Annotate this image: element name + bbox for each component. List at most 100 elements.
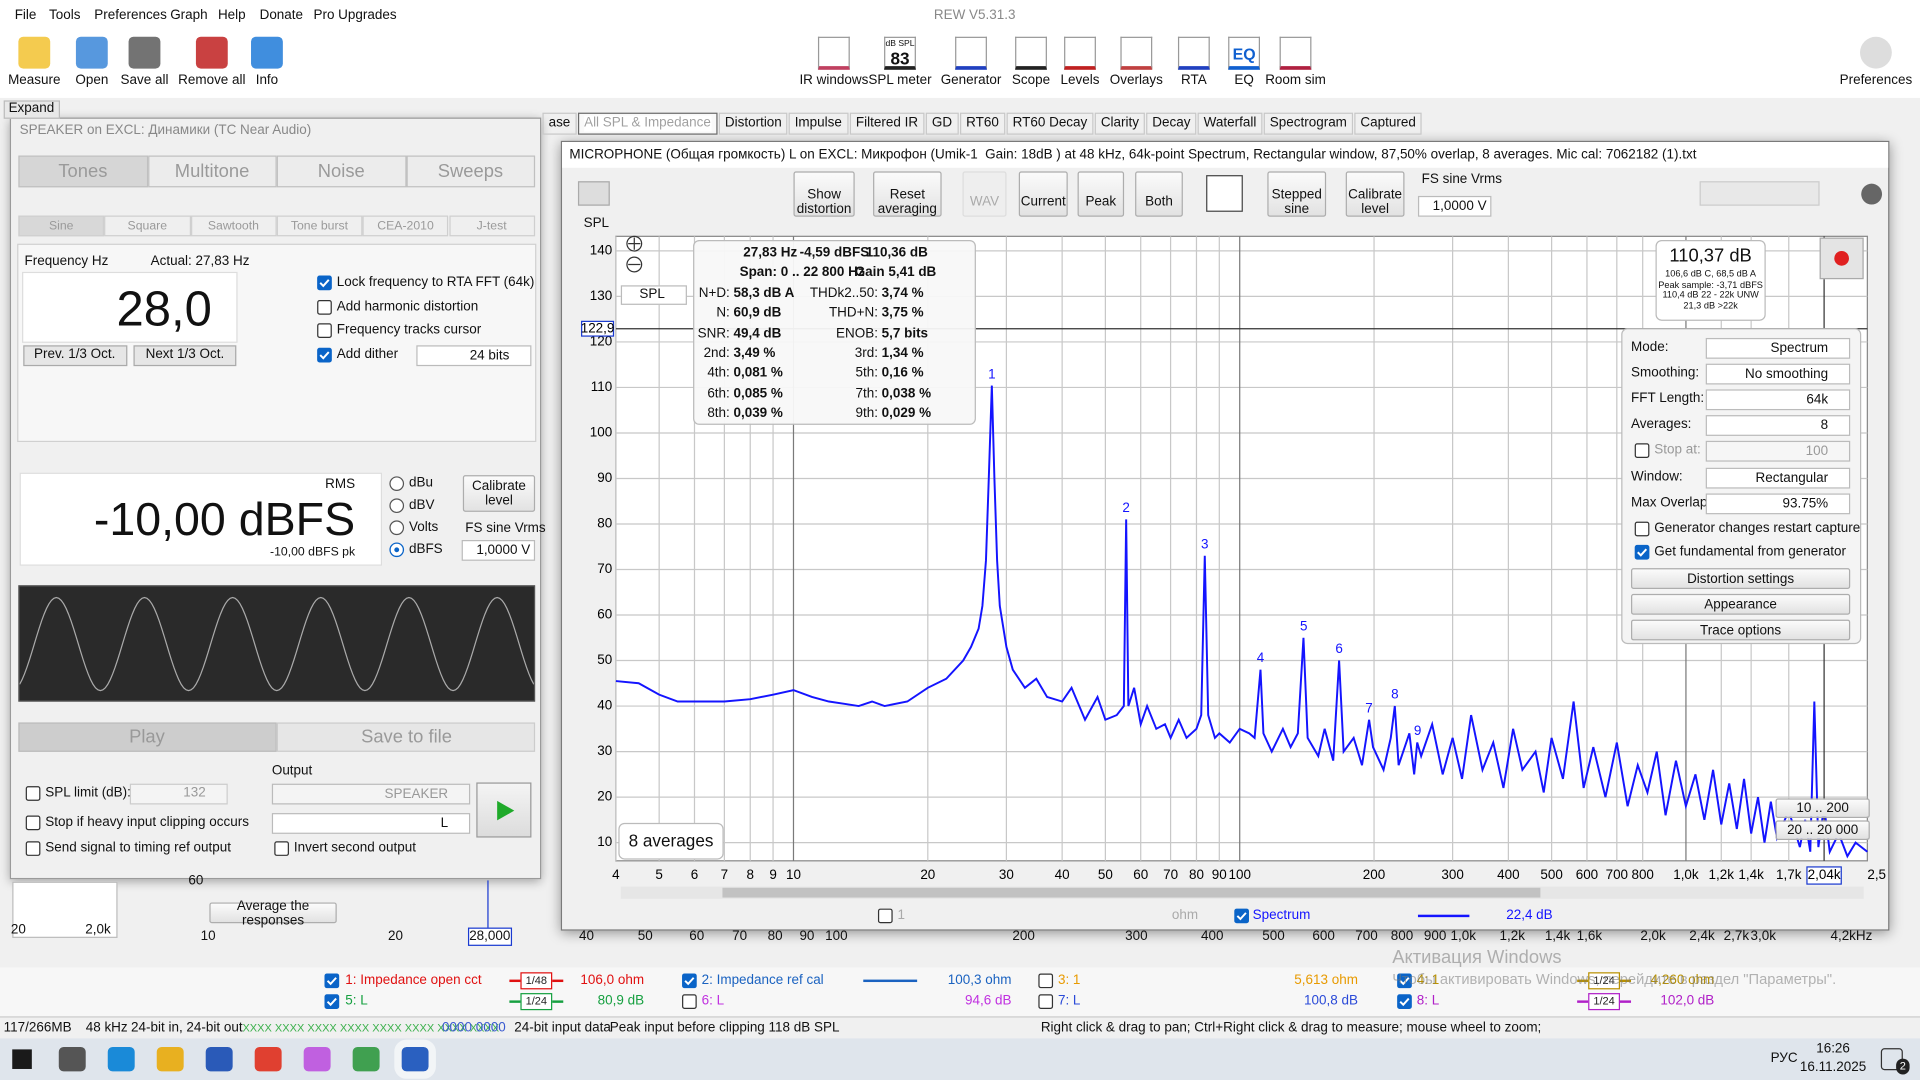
tab-frame[interactable] <box>788 112 849 135</box>
level-input[interactable] <box>19 472 383 566</box>
tab-frame[interactable] <box>577 112 718 135</box>
toolbar-icon[interactable] <box>1120 36 1153 70</box>
checkbox[interactable] <box>682 994 697 1009</box>
graph-tab[interactable]: Spectrogram <box>1269 115 1347 131</box>
toolbar-icon[interactable] <box>1015 36 1047 70</box>
checkbox[interactable] <box>1397 994 1412 1009</box>
setting-select[interactable] <box>1705 467 1851 489</box>
checkbox[interactable] <box>25 841 41 856</box>
gear-button[interactable] <box>1861 183 1883 205</box>
graph-tab[interactable]: Distortion <box>724 115 782 131</box>
fs-input[interactable] <box>1417 195 1492 217</box>
checkbox[interactable] <box>1038 994 1054 1009</box>
toolbar-icon[interactable] <box>18 36 51 69</box>
setting-select[interactable] <box>1705 337 1851 359</box>
graph-tab[interactable]: Waterfall <box>1203 115 1257 131</box>
taskbar-app[interactable] <box>303 1046 331 1072</box>
checkbox[interactable] <box>1397 973 1412 989</box>
graph-tab[interactable]: Clarity <box>1100 115 1139 131</box>
checkbox[interactable] <box>274 841 289 856</box>
tab-frame[interactable] <box>718 112 788 135</box>
gen-subtab[interactable] <box>276 215 363 237</box>
graph-tab[interactable]: ase <box>548 115 571 131</box>
taskbar-app[interactable] <box>58 1046 86 1072</box>
taskbar-app[interactable] <box>107 1046 135 1072</box>
tab-frame[interactable] <box>1146 112 1197 135</box>
menu-item[interactable]: Graph <box>170 7 208 23</box>
gen-subtab[interactable] <box>18 215 105 237</box>
gen-subtab[interactable] <box>362 215 449 237</box>
toolbar-icon[interactable] <box>1279 36 1312 70</box>
play-button[interactable] <box>476 782 532 838</box>
tab-frame[interactable] <box>542 112 577 135</box>
tab-frame[interactable] <box>1006 112 1094 135</box>
checkbox[interactable] <box>317 275 332 291</box>
menu-item[interactable]: Preferences <box>94 7 167 23</box>
button[interactable] <box>133 345 237 367</box>
toolbar-icon[interactable] <box>1860 36 1892 69</box>
gen-subtab[interactable] <box>104 215 191 237</box>
checkbox[interactable] <box>317 323 332 338</box>
settings-button[interactable]: Appearance <box>1631 593 1851 615</box>
gen-tab[interactable] <box>276 155 406 188</box>
gen-tab[interactable] <box>18 155 148 188</box>
toolbar-icon[interactable] <box>128 36 161 69</box>
range-button[interactable]: 20 .. 20 000 <box>1775 820 1870 841</box>
toolbar-icon[interactable] <box>251 36 283 69</box>
toolbar-icon[interactable] <box>1177 36 1210 70</box>
graph-tab[interactable]: Decay <box>1152 115 1191 131</box>
view-buttons[interactable] <box>1699 181 1820 206</box>
rta-button[interactable]: Reset averaging <box>873 171 942 217</box>
tab-frame[interactable] <box>925 112 959 135</box>
graph-tab[interactable]: Filtered IR <box>855 115 919 131</box>
toolbar-icon[interactable] <box>884 36 916 70</box>
taskbar-app[interactable] <box>205 1046 233 1072</box>
graph-tab[interactable]: Impulse <box>794 115 842 131</box>
spl-limit-input[interactable] <box>129 783 228 805</box>
settings-button[interactable]: Trace options <box>1631 619 1851 641</box>
graph-tab[interactable]: GD <box>931 115 953 131</box>
setting-select[interactable] <box>1705 493 1851 515</box>
save-tab[interactable] <box>276 722 536 752</box>
radio[interactable] <box>389 476 405 492</box>
radio[interactable] <box>389 520 405 536</box>
checkbox[interactable] <box>1234 908 1249 924</box>
menu-item[interactable]: Pro Upgrades <box>313 7 397 23</box>
toolbar-icon[interactable] <box>1228 36 1261 70</box>
toolbar-icon[interactable] <box>75 36 108 69</box>
record-button[interactable] <box>1819 237 1864 280</box>
camera-button[interactable] <box>577 181 610 206</box>
tab-frame[interactable] <box>1354 112 1422 135</box>
freq-input[interactable] <box>22 271 238 343</box>
gen-tab[interactable] <box>405 155 536 188</box>
expand-button[interactable] <box>3 100 61 119</box>
rta-button[interactable]: Peak <box>1077 171 1125 217</box>
checkbox[interactable] <box>682 973 697 989</box>
axis-select[interactable] <box>620 285 687 305</box>
gen-tab[interactable] <box>147 155 277 188</box>
setting-select[interactable] <box>1705 415 1851 436</box>
fs-input[interactable] <box>461 540 536 561</box>
graph-tab[interactable]: RT60 Decay <box>1012 115 1088 131</box>
checkbox[interactable] <box>324 994 340 1009</box>
channel-select[interactable] <box>271 813 471 834</box>
rta-button[interactable]: Calibrate level <box>1345 171 1405 217</box>
dither-select[interactable] <box>416 345 532 367</box>
rta-button[interactable]: Both <box>1135 171 1183 217</box>
checkbox[interactable] <box>1038 973 1054 989</box>
gen-subtab[interactable] <box>448 215 535 237</box>
gen-subtab[interactable] <box>190 215 277 237</box>
checkbox[interactable] <box>877 908 893 924</box>
checkbox[interactable] <box>1634 521 1650 537</box>
menu-item[interactable]: File <box>14 7 37 23</box>
output-select[interactable] <box>271 783 471 805</box>
button[interactable] <box>23 345 128 367</box>
checkbox[interactable] <box>324 973 340 989</box>
menu-item[interactable]: Donate <box>259 7 304 23</box>
menu-item[interactable]: Help <box>217 7 246 23</box>
tab-frame[interactable] <box>1263 112 1354 135</box>
tab-frame[interactable] <box>960 112 1006 135</box>
setting-select[interactable] <box>1705 440 1851 462</box>
range-button[interactable]: 10 .. 200 <box>1775 798 1870 818</box>
toolbar-icon[interactable] <box>817 36 850 70</box>
